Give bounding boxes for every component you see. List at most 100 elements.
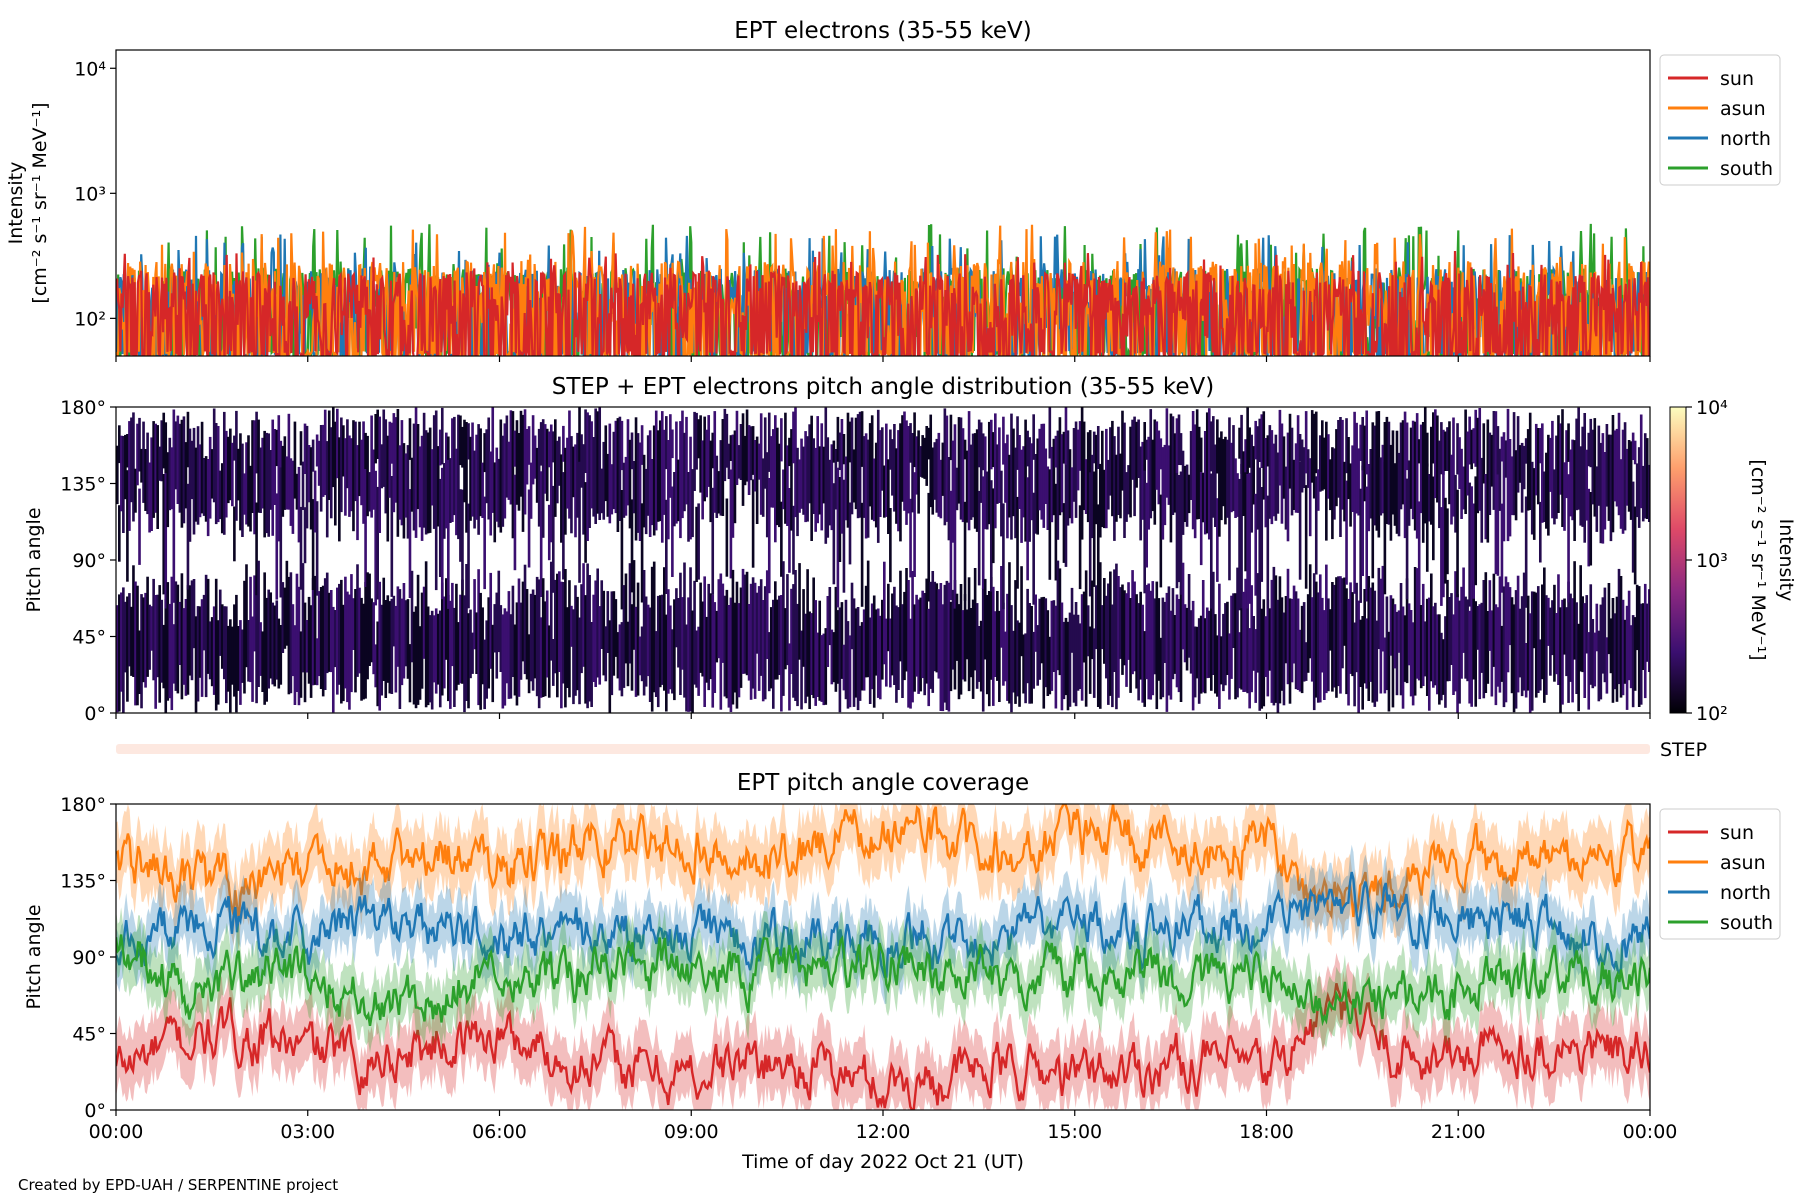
heatmap-cell	[606, 453, 610, 517]
heatmap-cell	[743, 435, 747, 486]
heatmap-cell	[463, 419, 466, 503]
heatmap-cell	[820, 635, 824, 702]
heatmap-cell	[800, 438, 803, 509]
heatmap-cell	[850, 582, 854, 650]
heatmap-cell	[1593, 418, 1597, 517]
heatmap-cell	[994, 413, 997, 529]
heatmap-cell	[1242, 451, 1245, 516]
heatmap-cell	[1040, 597, 1044, 664]
heatmap-cell	[1472, 503, 1475, 599]
heatmap-cell	[1472, 428, 1475, 464]
heatmap-cell	[303, 423, 307, 474]
heatmap-cell	[1452, 417, 1455, 517]
heatmap-cell	[1518, 608, 1522, 678]
heatmap-cell	[1183, 465, 1187, 522]
heatmap-cell	[1300, 605, 1304, 694]
heatmap-cell	[1339, 576, 1342, 694]
heatmap-cell	[794, 570, 797, 701]
heatmap-cell	[874, 609, 878, 676]
heatmap-cell	[533, 435, 537, 479]
y-tick-label: 10²	[74, 308, 106, 330]
heatmap-cell	[961, 610, 965, 680]
heatmap-cell	[1514, 590, 1518, 709]
heatmap-cell	[1294, 591, 1298, 690]
heatmap-cell	[741, 413, 745, 506]
heatmap-cell	[1553, 584, 1556, 682]
heatmap-cell	[989, 419, 993, 470]
heatmap-cell	[662, 567, 666, 691]
heatmap-cell	[1179, 471, 1183, 595]
heatmap-cell	[1090, 454, 1094, 539]
heatmap-cell	[277, 618, 281, 689]
heatmap-cell	[1125, 472, 1128, 522]
heatmap-cell	[261, 437, 264, 509]
coverage-band-south	[116, 907, 1650, 1053]
heatmap-cell	[1004, 443, 1007, 503]
heatmap-cell	[1280, 597, 1284, 691]
heatmap-cell	[1442, 639, 1445, 695]
heatmap-cell	[186, 585, 190, 695]
heatmap-cell	[1482, 423, 1486, 484]
heatmap-cell	[1252, 446, 1255, 505]
heatmap-cell	[642, 454, 646, 528]
heatmap-cell	[1325, 421, 1328, 541]
heatmap-cell	[1092, 628, 1096, 698]
heatmap-cell	[600, 580, 604, 649]
heatmap-cell	[331, 606, 335, 713]
y-tick-label: 90°	[72, 550, 106, 572]
heatmap-cell	[1601, 433, 1605, 544]
heatmap-cell	[614, 420, 618, 514]
coverage-line-sun	[116, 983, 1650, 1110]
heatmap-cell	[812, 577, 815, 699]
heatmap-cell	[442, 463, 446, 539]
heatmap-cell	[1096, 598, 1100, 707]
heatmap-cell	[784, 608, 787, 670]
heatmap-cell	[424, 430, 428, 535]
y-tick-label: 135°	[60, 474, 106, 496]
heatmap-cell	[273, 605, 277, 687]
heatmap-cell	[1325, 564, 1328, 694]
heatmap-cell	[174, 581, 178, 691]
heatmap-cell	[438, 610, 442, 708]
heatmap-cell	[1355, 422, 1358, 514]
heatmap-cell	[1605, 424, 1609, 507]
heatmap-plot-area	[116, 407, 1650, 713]
heatmap-cell	[1248, 628, 1251, 709]
heatmap-cell	[1121, 584, 1124, 675]
heatmap-cell	[1153, 598, 1157, 675]
heatmap-cell	[390, 422, 394, 464]
heatmap-cell	[471, 632, 474, 674]
heatmap-cell	[180, 573, 184, 700]
heatmap-cell	[1086, 605, 1090, 657]
heatmap-cell	[1575, 418, 1578, 511]
heatmap-cell	[1518, 445, 1522, 483]
heatmap-cell	[751, 426, 755, 475]
heatmap-cell	[253, 575, 256, 652]
heatmap-cell	[727, 605, 731, 708]
heatmap-cell	[610, 591, 614, 696]
heatmap-cell	[1496, 607, 1500, 687]
heatmap-cell	[943, 408, 947, 526]
heatmap-cell	[1167, 445, 1171, 505]
heatmap-cell	[1480, 602, 1484, 673]
heatmap-cell	[1250, 434, 1253, 533]
heatmap-cell	[1157, 598, 1161, 681]
heatmap-cell	[116, 605, 119, 713]
heatmap-cell	[1072, 428, 1076, 502]
heatmap-cell	[765, 452, 769, 538]
heatmap-cell	[1470, 429, 1473, 470]
heatmap-cell	[360, 439, 363, 506]
heatmap-cell	[440, 582, 444, 696]
heatmap-cell	[1014, 580, 1017, 704]
heatmap-cell	[138, 417, 141, 472]
heatmap-cell	[822, 633, 826, 706]
heatmap-cell	[1222, 439, 1225, 507]
heatmap-cell	[138, 488, 141, 565]
heatmap-cell	[222, 606, 226, 680]
heatmap-cell	[596, 568, 599, 678]
heatmap-cell	[1345, 588, 1348, 695]
heatmap-cell	[146, 576, 149, 677]
heatmap-cell	[1004, 631, 1007, 682]
heatmap-cell	[1262, 599, 1266, 707]
heatmap-cell	[1058, 568, 1062, 676]
